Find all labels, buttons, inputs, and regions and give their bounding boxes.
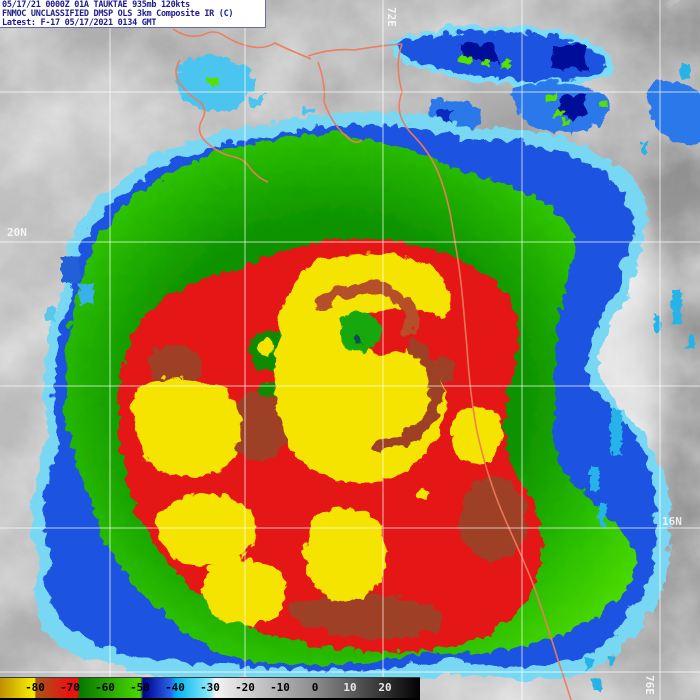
- coastline-north-shore: [307, 43, 403, 57]
- colorbar-tick: -80: [25, 681, 45, 694]
- lime-speck: [478, 58, 487, 64]
- cyan-speck: [44, 306, 53, 318]
- header-line-2: FNMOC UNCLASSIFIED DMSP OLS 3km Composit…: [2, 9, 234, 19]
- maroon-patch: [226, 390, 286, 458]
- colorbar-tick: -50: [130, 681, 150, 694]
- colorbar-tick: -10: [270, 681, 290, 694]
- lime-speck: [500, 60, 508, 66]
- colorbar-tick: -40: [165, 681, 185, 694]
- colorbar-tick: -20: [235, 681, 255, 694]
- cyan-speck: [606, 654, 612, 663]
- yellow-blob: [302, 504, 384, 598]
- eye-dot: [348, 332, 358, 342]
- lime-speck: [206, 76, 217, 84]
- core-maroon-arc: [373, 337, 440, 449]
- cyan-speck: [670, 288, 679, 322]
- eye-green-patch: [335, 309, 378, 350]
- coastline-overlay: [172, 28, 572, 700]
- band-blue: [645, 77, 700, 140]
- lime-speck: [560, 118, 568, 124]
- cyclone: [28, 108, 667, 681]
- yellow-speck: [253, 337, 271, 355]
- yellow-blob: [130, 374, 238, 474]
- coastline-kutch: [172, 28, 312, 60]
- grid-label-72e: 72E: [385, 7, 398, 27]
- colorbar-tick: -30: [200, 681, 220, 694]
- yellow-blob: [153, 490, 252, 564]
- west-specks: [44, 254, 91, 318]
- cyan-speck: [608, 408, 619, 452]
- cyan-speck: [590, 676, 600, 689]
- grid-label-76e: 76E: [643, 675, 656, 695]
- lime-speck: [552, 108, 563, 116]
- maroon-patch: [456, 474, 524, 558]
- colorbar-tick: -60: [95, 681, 115, 694]
- cyan-speck: [686, 334, 692, 348]
- cyan-speck: [78, 282, 91, 302]
- yellow-speck: [411, 485, 425, 499]
- colorbar-tick: 20: [378, 681, 392, 694]
- cyan-speck: [584, 656, 592, 668]
- colorbar-tick: 0: [311, 681, 319, 694]
- header-info-box: 05/17/21 0000Z 01A TAUKTAE 935mb 120kts …: [0, 0, 266, 28]
- header-line-3: Latest: F-17 05/17/2021 0134 GMT: [2, 18, 157, 28]
- northern-band: [172, 23, 700, 140]
- cyan-speck: [588, 464, 596, 490]
- maroon-patch: [285, 591, 440, 636]
- coastline-gulf-west: [317, 61, 363, 144]
- core-maroon-arc: [314, 279, 416, 336]
- lime-speck: [598, 98, 606, 104]
- east-land-specks: [584, 62, 692, 689]
- colorbar-ticks: -80 -70 -60 -50 -40 -30 -20 -10 0 10 20: [0, 678, 420, 698]
- lime-speck: [458, 54, 469, 61]
- coastline-india-west: [397, 43, 572, 700]
- cyan-speck: [640, 140, 646, 152]
- band-cyan-speck: [300, 104, 310, 111]
- northern-band-lime-specks: [206, 54, 606, 124]
- cyan-speck: [652, 312, 658, 330]
- grid-label-20n: 20N: [7, 226, 27, 239]
- lime-speck: [544, 92, 554, 99]
- grid-label-16n: 16N: [662, 515, 682, 528]
- yellow-blob: [447, 402, 500, 461]
- yellow-blob: [199, 556, 283, 622]
- band-navy-core: [548, 42, 584, 66]
- header-line-1: 05/17/21 0000Z 01A TAUKTAE 935mb 120kts: [2, 0, 190, 10]
- cyan-speck: [596, 502, 604, 524]
- temperature-colorbar: -80 -70 -60 -50 -40 -30 -20 -10 0 10 20: [0, 677, 420, 700]
- cyan-speck: [680, 62, 688, 76]
- coastline-saurashtra: [175, 59, 269, 183]
- band-cyan-speck: [248, 94, 262, 103]
- colorbar-tick: -70: [60, 681, 80, 694]
- colorbar-tick: 10: [343, 681, 357, 694]
- blue-speck: [60, 254, 78, 282]
- maroon-patch: [146, 340, 198, 384]
